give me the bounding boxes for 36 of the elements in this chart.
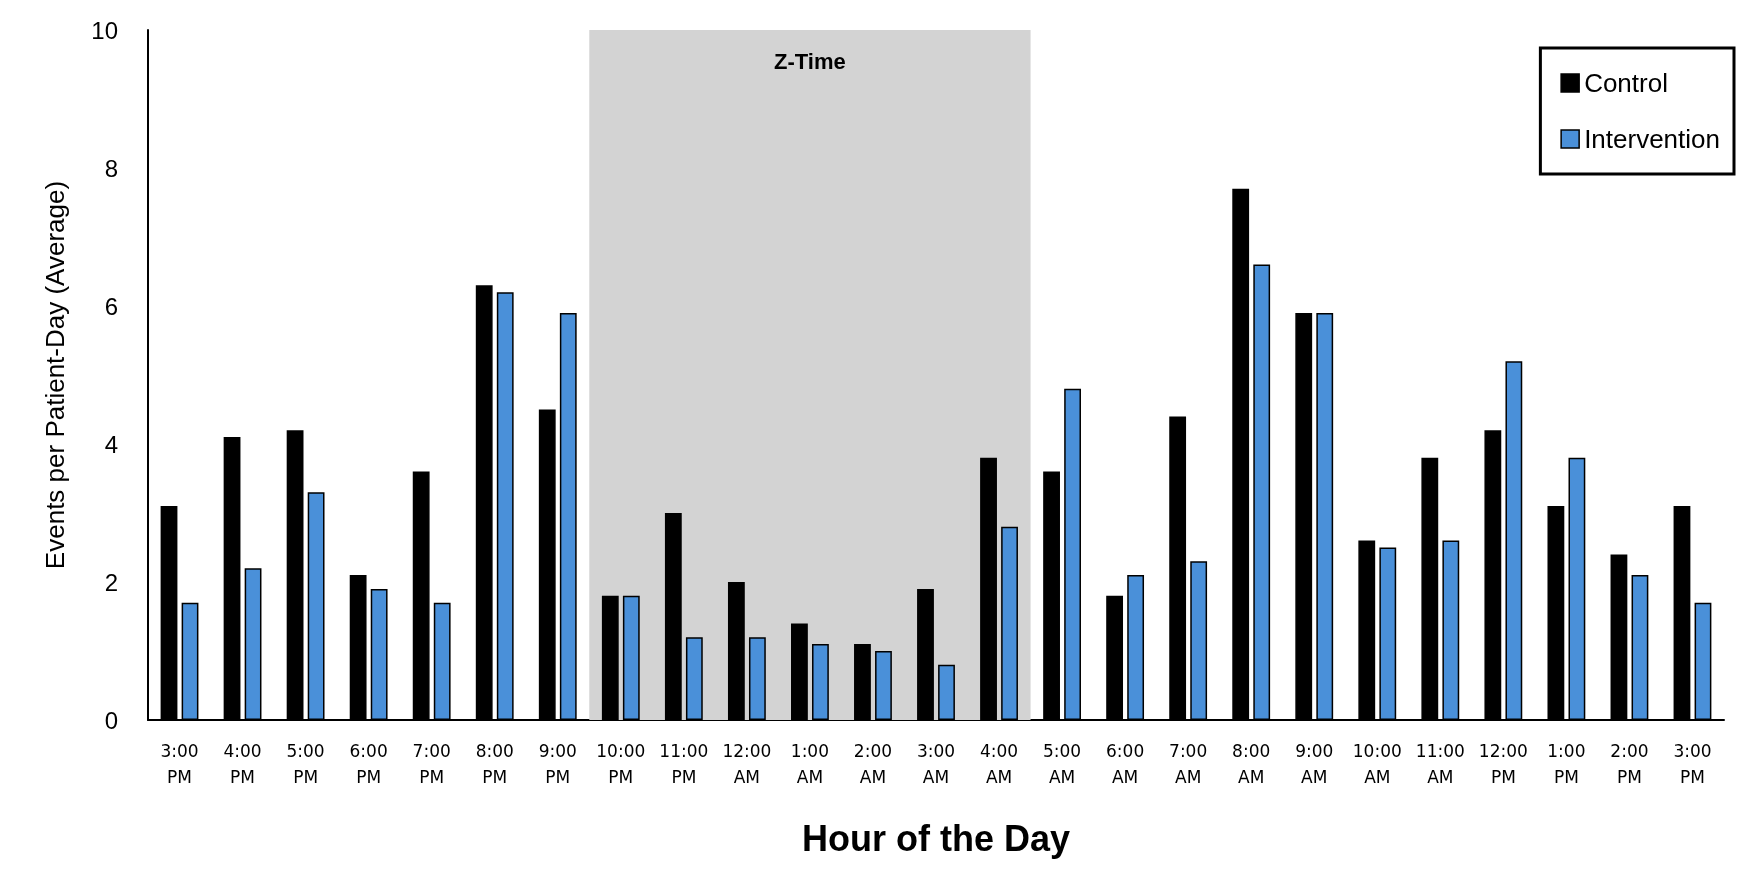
x-tick-label: 3:00 PM xyxy=(160,741,199,787)
y-tick-label: 10 xyxy=(91,16,118,44)
y-tick-label: 6 xyxy=(104,292,118,320)
x-tick-label: 11:00 AM xyxy=(1415,741,1465,787)
x-tick-label: 8:00 PM xyxy=(475,741,514,787)
x-tick-label: 9:00 PM xyxy=(538,741,577,787)
x-axis-title: Hour of the Day xyxy=(801,817,1071,859)
x-tick-label: 4:00 PM xyxy=(223,741,262,787)
x-tick-label: 2:00 AM xyxy=(853,741,893,787)
x-tick-label: 10:00 AM xyxy=(1352,741,1402,787)
y-axis-title: Events per Patient-Day (Average) xyxy=(40,180,70,570)
x-tick-label: 3:00 AM xyxy=(916,741,956,787)
x-tick-label: 7:00 AM xyxy=(1169,741,1208,787)
y-tick-label: 2 xyxy=(104,568,118,596)
y-tick-label: 8 xyxy=(104,154,118,182)
x-tick-label: 9:00 AM xyxy=(1295,741,1334,787)
x-tick-label: 10:00 PM xyxy=(596,741,646,787)
x-tick-label: 1:00 AM xyxy=(790,741,830,787)
legend-label: Intervention xyxy=(1584,124,1721,154)
x-tick-label: 8:00 AM xyxy=(1232,741,1271,787)
x-tick-label: 4:00 AM xyxy=(979,741,1019,787)
x-tick-label: 6:00 PM xyxy=(349,741,388,787)
x-tick-label: 12:00 AM xyxy=(722,741,772,787)
x-tick-label: 1:00 PM xyxy=(1547,741,1586,787)
x-tick-label: 5:00 PM xyxy=(286,741,325,787)
band-label: Z-Time xyxy=(774,48,846,74)
legend-label: Control xyxy=(1584,68,1668,98)
y-tick-label: 0 xyxy=(104,706,118,734)
x-tick-label: 7:00 PM xyxy=(412,741,451,787)
x-tick-label: 12:00 PM xyxy=(1478,741,1528,787)
x-tick-label: 2:00 PM xyxy=(1610,741,1649,787)
x-tick-label: 3:00 PM xyxy=(1673,741,1712,787)
x-tick-label: 6:00 AM xyxy=(1106,741,1145,787)
x-tick-label: 11:00 PM xyxy=(659,741,709,787)
y-tick-label: 4 xyxy=(104,430,118,458)
x-tick-label: 5:00 AM xyxy=(1042,741,1082,787)
